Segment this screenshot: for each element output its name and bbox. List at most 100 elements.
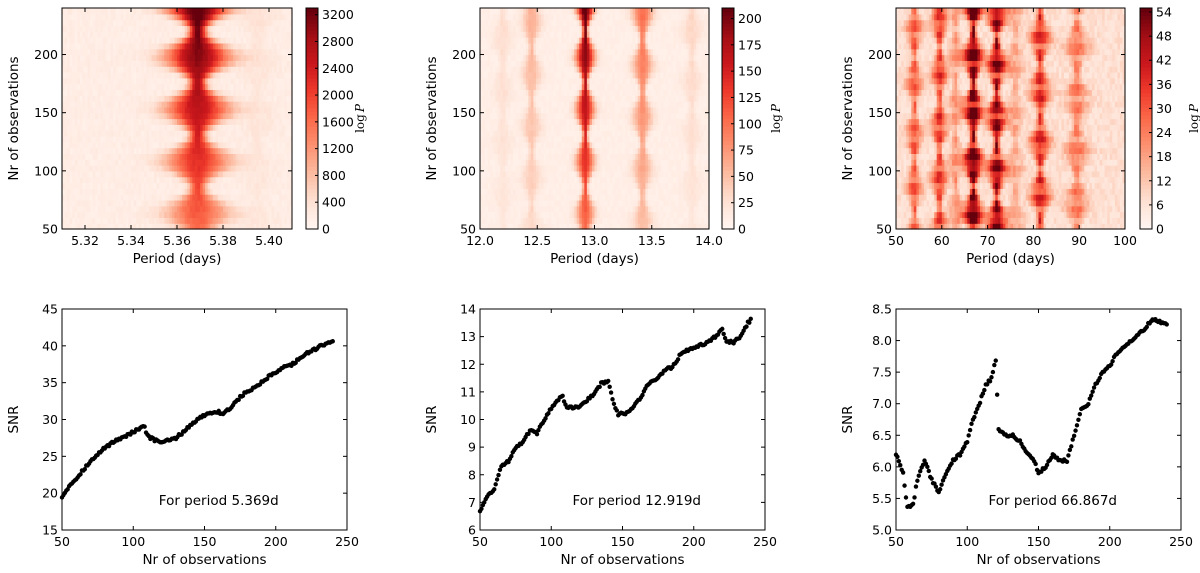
heatmap-cell (642, 217, 646, 224)
heatmap-cell (166, 141, 170, 149)
heatmap-cell (240, 118, 245, 125)
heatmap-cell (100, 159, 104, 166)
heatmap-cell (647, 182, 652, 189)
heatmap-cell (154, 25, 158, 32)
heatmap-cell (660, 211, 664, 218)
heatmap-cell (102, 71, 107, 79)
heatmap-cell (123, 25, 127, 32)
heatmap-cell (189, 118, 193, 125)
heatmap-cell (64, 170, 68, 178)
heatmap-cell (74, 8, 78, 15)
heatmap-cell (642, 188, 646, 195)
heatmap-cell (105, 205, 109, 213)
heatmap-cell (523, 188, 527, 195)
heatmap-cell (240, 135, 245, 143)
heatmap-cell (502, 147, 507, 154)
heatmap-cell (200, 8, 204, 15)
heatmap-cell (174, 8, 178, 15)
heatmap-cell (179, 199, 183, 207)
heatmap-cell (258, 19, 262, 27)
heatmap-cell (604, 217, 608, 224)
heatmap-cell (120, 106, 124, 114)
heatmap-cell (579, 176, 583, 184)
heatmap-cell (230, 130, 234, 137)
heatmap-cell (546, 153, 550, 160)
heatmap-cell (269, 77, 273, 85)
heatmap-cell (253, 48, 257, 56)
heatmap-cell (485, 188, 489, 195)
heatmap-cell (698, 147, 702, 154)
heatmap-cell (271, 106, 275, 114)
heatmap-cell (74, 71, 78, 79)
heatmap-cell (120, 135, 124, 143)
heatmap-cell (650, 188, 654, 195)
heatmap-cell (622, 199, 626, 207)
heatmap-cell (505, 188, 509, 195)
heatmap-cell (118, 77, 122, 85)
heatmap-cell (614, 205, 618, 213)
heatmap-cell (271, 101, 275, 108)
heatmap-cell (686, 194, 690, 201)
heatmap-cell (271, 223, 275, 230)
heatmap-cell (614, 159, 618, 166)
heatmap-cell (210, 112, 214, 120)
heatmap-cell (673, 147, 677, 154)
heatmap-cell (233, 135, 237, 143)
heatmap-cell (627, 194, 631, 201)
heatmap-cell (246, 194, 250, 201)
heatmap-cell (97, 141, 101, 149)
heatmap-cell (182, 37, 186, 44)
heatmap-cell (266, 124, 270, 131)
heatmap-cell (556, 147, 560, 154)
heatmap-cell (284, 124, 288, 131)
heatmap-cell (271, 165, 275, 172)
heatmap-cell (64, 19, 68, 27)
heatmap-cell (253, 118, 257, 125)
heatmap-cell (663, 135, 667, 143)
heatmap-cell (97, 66, 101, 73)
heatmap-cell (251, 19, 255, 27)
heatmap-cell (622, 153, 626, 160)
heatmap-cell (110, 66, 114, 73)
heatmap-cell (146, 176, 150, 184)
heatmap-cell (115, 60, 119, 67)
heatmap-cell (614, 135, 618, 143)
heatmap-cell (609, 188, 613, 195)
heatmap-cell (230, 170, 234, 178)
heatmap-cell (591, 176, 596, 184)
heatmap-cell (151, 165, 155, 172)
heatmap-cell (215, 8, 219, 15)
heatmap-cell (161, 217, 165, 224)
heatmap-cell (200, 205, 204, 213)
heatmap-cell (77, 112, 81, 120)
heatmap-cell (151, 8, 155, 15)
heatmap-cell (182, 176, 186, 184)
heatmap-cell (658, 135, 662, 143)
heatmap-cell (62, 135, 66, 143)
heatmap-cell (653, 199, 657, 207)
heatmap-cell (179, 48, 183, 56)
heatmap-cell (166, 223, 170, 230)
heatmap-cell (635, 159, 639, 166)
heatmap-cell (248, 83, 252, 91)
heatmap-cell (179, 66, 183, 73)
heatmap-cell (207, 101, 211, 108)
heatmap-cell (166, 170, 170, 178)
heatmap-cell (279, 13, 283, 21)
heatmap-cell (686, 211, 690, 218)
heatmap-cell (87, 37, 91, 44)
heatmap-cell (123, 66, 127, 73)
heatmap-cell (108, 199, 112, 207)
heatmap-cell (120, 89, 124, 96)
heatmap-cell (482, 170, 486, 178)
heatmap-cell (138, 42, 142, 50)
heatmap-cell (133, 106, 137, 114)
heatmap-cell (243, 25, 247, 32)
heatmap-cell (164, 170, 168, 178)
heatmap-cell (579, 217, 583, 224)
heatmap-cell (248, 153, 252, 160)
heatmap-cell (90, 19, 94, 27)
heatmap-cell (192, 211, 196, 218)
heatmap-cell (62, 19, 66, 27)
heatmap-cell (632, 194, 636, 201)
